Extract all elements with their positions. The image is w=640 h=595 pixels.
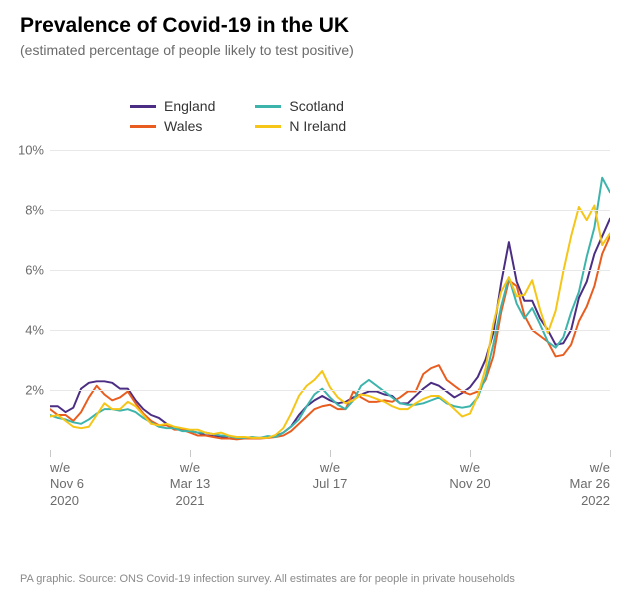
x-axis-label: w/eMar 262022 (570, 460, 610, 509)
chart-subtitle: (estimated percentage of people likely t… (0, 42, 640, 66)
y-axis-label: 8% (25, 203, 44, 218)
x-tick (330, 450, 331, 457)
x-axis-label: w/eNov 62020 (50, 460, 84, 509)
gridline (50, 330, 610, 331)
gridline (50, 210, 610, 211)
y-axis-label: 10% (18, 143, 44, 158)
plot-svg (50, 80, 610, 500)
y-axis-label: 2% (25, 383, 44, 398)
chart-container: Prevalence of Covid-19 in the UK (estima… (0, 0, 640, 595)
y-axis-label: 6% (25, 263, 44, 278)
x-tick (190, 450, 191, 457)
x-tick (50, 450, 51, 457)
gridline (50, 270, 610, 271)
gridline (50, 150, 610, 151)
chart-title: Prevalence of Covid-19 in the UK (0, 0, 640, 42)
x-axis-label: w/eJul 17 (313, 460, 348, 493)
x-tick (470, 450, 471, 457)
x-axis-label: w/eNov 20 (449, 460, 490, 493)
series-line-nireland (50, 206, 610, 438)
chart-footer: PA graphic. Source: ONS Covid-19 infecti… (20, 573, 515, 585)
gridline (50, 390, 610, 391)
x-tick (610, 450, 611, 457)
series-line-wales (50, 236, 610, 439)
x-axis-label: w/eMar 132021 (170, 460, 210, 509)
y-axis-label: 4% (25, 323, 44, 338)
chart-area: EnglandScotlandWalesN Ireland 2%4%6%8%10… (50, 80, 610, 500)
